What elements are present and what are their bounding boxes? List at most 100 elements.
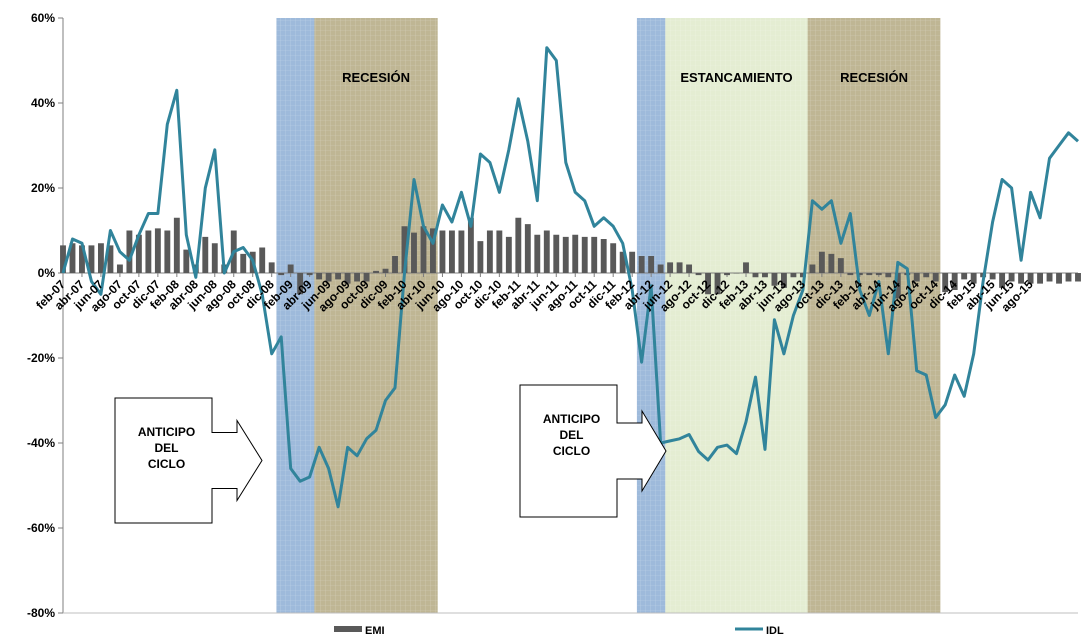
emi-bar	[999, 273, 1006, 288]
emi-bar	[714, 273, 721, 295]
band-grid-1	[314, 18, 438, 613]
callout-text: DEL	[560, 428, 584, 442]
emi-bar	[970, 273, 977, 284]
emi-bar	[420, 226, 427, 273]
emi-bar	[98, 243, 104, 273]
emi-bar	[278, 273, 285, 276]
band-grid-4	[807, 18, 941, 613]
anticipo-callout-0: ANTICIPO DEL CICLO	[114, 397, 263, 524]
emi-bar	[733, 273, 740, 274]
emi-bar	[837, 258, 844, 273]
legend-swatch-bar	[334, 626, 362, 632]
band-grid-0	[276, 18, 315, 613]
emi-bar	[676, 262, 683, 273]
callout-text: ANTICIPO	[138, 425, 195, 439]
y-tick-label: -40%	[27, 436, 55, 450]
emi-bar	[477, 241, 484, 273]
emi-bar	[173, 217, 180, 273]
emi-bar	[961, 273, 968, 280]
emi-bar	[202, 236, 209, 273]
annotations: ANTICIPO DEL CICLO ANTICIPO DEL CICLO	[114, 384, 667, 524]
emi-bar	[79, 245, 85, 273]
emi-bar	[875, 273, 882, 276]
emi-bar	[126, 230, 133, 273]
emi-bar	[828, 253, 835, 273]
emi-bar	[1065, 273, 1072, 282]
emi-bar	[60, 245, 66, 273]
emi-bar	[951, 273, 958, 290]
emi-bar	[534, 234, 541, 273]
emi-bar	[164, 230, 171, 273]
emi-bar	[657, 264, 664, 273]
emi-bar	[458, 230, 465, 273]
emi-bar	[154, 228, 161, 273]
y-tick-label: 20%	[31, 181, 55, 195]
emi-bar	[1027, 273, 1034, 284]
emi-bar	[724, 273, 730, 276]
emi-bar	[752, 273, 759, 278]
emi-bar	[885, 273, 892, 278]
callout-text: CICLO	[148, 457, 185, 471]
y-tick-label: 0%	[38, 266, 56, 280]
emi-bar	[989, 273, 996, 280]
legend: EMI IDL	[334, 625, 784, 637]
band-grid-3	[665, 18, 808, 613]
emi-bar	[762, 273, 768, 278]
emi-bar	[344, 273, 351, 284]
emi-bar	[259, 247, 266, 273]
emi-bar	[1018, 273, 1025, 284]
emi-bar	[135, 234, 142, 273]
emi-bar	[411, 232, 417, 273]
emi-bar	[316, 273, 323, 280]
emi-bar	[382, 268, 389, 273]
emi-bar	[771, 273, 778, 286]
emi-bar	[496, 230, 503, 273]
emi-bar	[69, 243, 76, 273]
y-tick-label: 60%	[31, 11, 55, 25]
emi-bar	[287, 264, 294, 273]
emi-bar	[515, 217, 522, 273]
emi-bar	[107, 245, 114, 273]
anticipo-callout-1: ANTICIPO DEL CICLO	[519, 384, 667, 518]
emi-bar	[591, 236, 598, 273]
emi-bar	[942, 273, 949, 293]
legend-label: IDL	[766, 625, 784, 637]
band-label-4: RECESIÓN	[840, 70, 908, 85]
emi-bar	[1056, 273, 1062, 284]
emi-bar	[211, 243, 218, 273]
y-tick-labels: 60% 40% 20% 0% -20% -40% -60% -80%	[27, 11, 55, 620]
callout-arrow-shape	[114, 397, 263, 524]
emi-bar	[448, 230, 455, 273]
emi-bar	[505, 236, 512, 273]
emi-bar	[240, 253, 247, 273]
emi-bar	[335, 273, 342, 280]
emi-bar	[183, 249, 190, 273]
emi-bar	[1008, 273, 1015, 282]
emi-bar	[923, 273, 930, 278]
band-label-3: ESTANCAMIENTO	[680, 70, 792, 85]
emi-bar	[268, 262, 275, 273]
emi-bar	[780, 273, 787, 288]
emi-bar	[430, 228, 436, 273]
emi-bar	[1046, 273, 1053, 282]
emi-bar	[790, 273, 797, 278]
legend-item-emi: EMI	[334, 625, 385, 637]
emi-bar	[306, 273, 313, 276]
emi-bar	[1037, 273, 1043, 284]
band-label-1: RECESIÓN	[342, 70, 410, 85]
emi-bar	[913, 273, 920, 282]
y-tick-label: -60%	[27, 521, 55, 535]
emi-bar	[695, 273, 702, 276]
emi-bar	[572, 234, 579, 273]
emi-bar	[667, 262, 674, 273]
emi-bar	[638, 256, 645, 273]
legend-label: EMI	[365, 625, 385, 637]
callout-text: ANTICIPO	[543, 412, 600, 426]
emi-bar	[354, 273, 361, 282]
legend-item-idl: IDL	[735, 625, 784, 637]
emi-bar	[145, 230, 152, 273]
emi-bar	[439, 230, 446, 273]
y-tick-label: 40%	[31, 96, 55, 110]
emi-bar	[1075, 273, 1081, 282]
